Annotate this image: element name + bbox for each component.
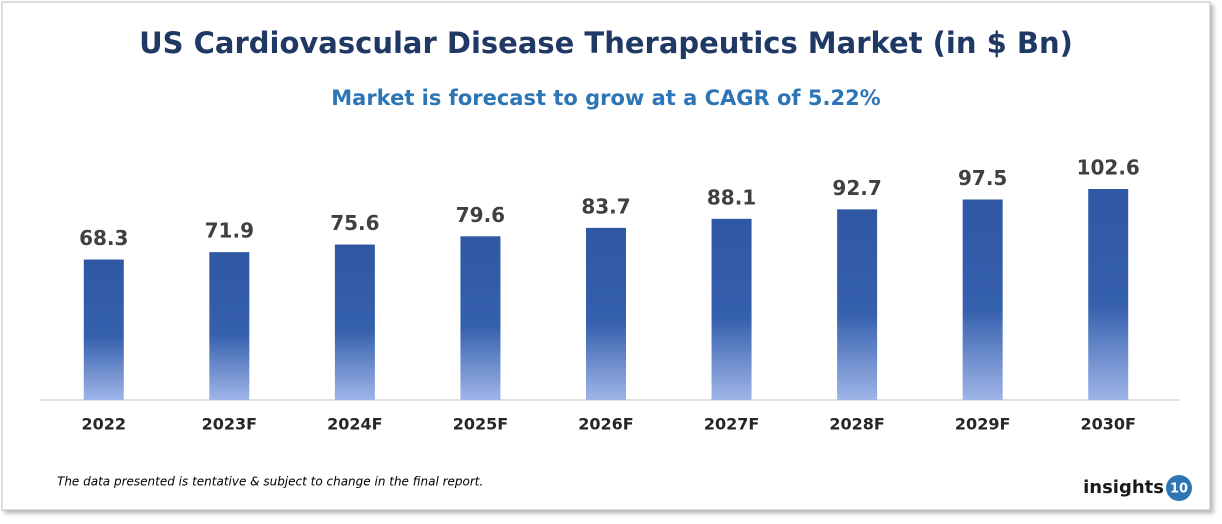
x-tick-label: 2030F — [1080, 415, 1135, 434]
value-label: 68.3 — [79, 226, 128, 250]
logo-badge-text: 10 — [1170, 482, 1188, 497]
bar — [83, 259, 124, 400]
bar — [586, 227, 626, 400]
x-tick-label: 2027F — [704, 415, 759, 434]
bar — [962, 199, 1003, 400]
x-tick-label: 2023F — [202, 415, 257, 434]
logo-text: insights — [1083, 477, 1164, 498]
bar — [711, 218, 752, 400]
bar — [837, 209, 878, 400]
value-label: 102.6 — [1077, 156, 1140, 180]
bar — [460, 236, 501, 400]
x-tick-label: 2022 — [82, 415, 127, 434]
bar — [1088, 189, 1129, 400]
x-tick-label: 2026F — [578, 415, 633, 434]
value-label: 71.9 — [205, 219, 254, 243]
chart-subtitle: Market is forecast to grow at a CAGR of … — [331, 86, 880, 110]
value-label: 79.6 — [456, 203, 505, 227]
value-label: 75.6 — [330, 211, 379, 235]
logo-badge — [1166, 475, 1192, 501]
x-tick-label: 2028F — [829, 415, 884, 434]
value-label: 83.7 — [581, 194, 630, 218]
bar — [209, 252, 250, 400]
x-tick-label: 2025F — [453, 415, 508, 434]
logo: insights 10 — [1083, 475, 1192, 501]
value-label: 97.5 — [958, 166, 1007, 190]
value-label: 88.1 — [707, 185, 756, 209]
value-label: 92.7 — [832, 176, 881, 200]
x-tick-label: 2029F — [955, 415, 1010, 434]
x-tick-label: 2024F — [327, 415, 382, 434]
chart-title: US Cardiovascular Disease Therapeutics M… — [139, 26, 1073, 60]
bar — [334, 244, 375, 400]
footnote: The data presented is tentative & subjec… — [57, 475, 483, 489]
